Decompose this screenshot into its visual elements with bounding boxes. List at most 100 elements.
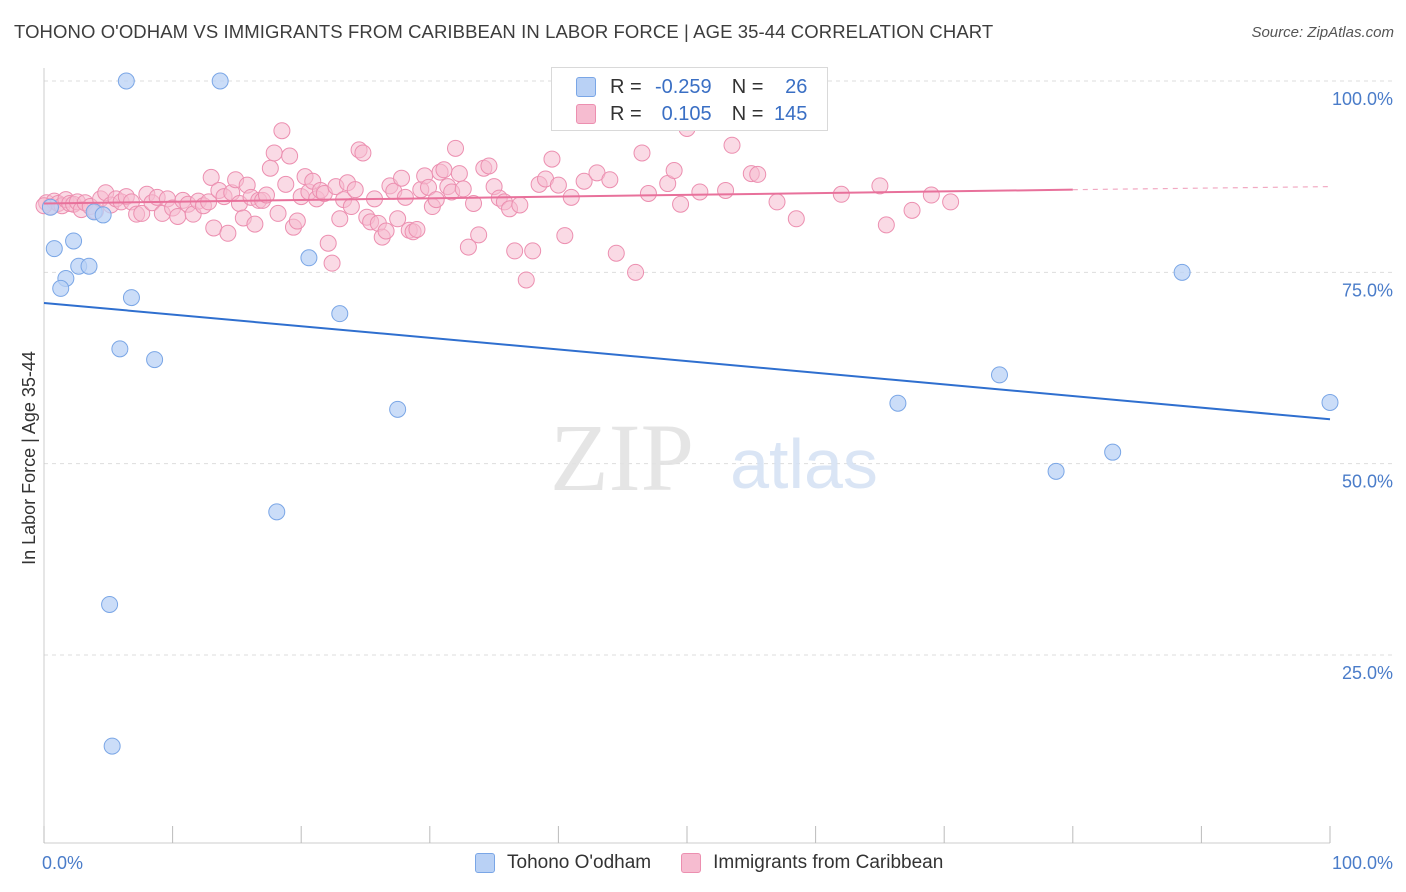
legend-swatch-caribbean (576, 104, 596, 124)
trend-line-caribbean (43, 188, 1073, 205)
y-axis-title: In Labor Force | Age 35-44 (19, 351, 39, 565)
data-point-caribbean (749, 165, 767, 183)
data-point-caribbean (219, 224, 237, 242)
data-point-caribbean (288, 212, 306, 230)
legend-label-tohono: Tohono O'odham (507, 852, 652, 873)
data-point-caribbean (549, 176, 567, 194)
data-point-caribbean (543, 150, 561, 168)
data-point-tohono (101, 595, 119, 613)
data-point-caribbean (922, 186, 940, 204)
watermark-atlas: atlas (730, 425, 878, 503)
data-point-caribbean (768, 193, 786, 211)
data-point-caribbean (261, 159, 279, 177)
data-point-caribbean (633, 144, 651, 162)
data-point-caribbean (331, 210, 349, 228)
data-point-tohono (389, 400, 407, 418)
data-point-caribbean (459, 238, 477, 256)
axis-labels: 25.0% 50.0% 75.0% 100.0% 0.0% 100.0% In Labor … (19, 89, 1393, 873)
data-point-caribbean (524, 242, 542, 260)
data-point-caribbean (903, 201, 921, 219)
data-point-caribbean (607, 244, 625, 262)
legend-label-caribbean: Immigrants from Caribbean (713, 852, 944, 873)
data-point-caribbean (257, 186, 275, 204)
series-legend: Tohono O'odham Immigrants from Caribbean (475, 852, 973, 874)
data-point-caribbean (202, 168, 220, 186)
data-point-caribbean (133, 204, 151, 222)
legend-row-tohono: R = -0.259 N = 26 (576, 75, 807, 99)
data-point-caribbean (408, 220, 426, 238)
legend-r-label: R = (610, 102, 642, 125)
data-point-tohono (1321, 393, 1339, 411)
watermark-zip: ZIP (550, 404, 694, 511)
correlation-legend: R = -0.259 N = 26 R = 0.105 N = 145 (551, 67, 828, 131)
x-tick-label-min: 0.0% (42, 853, 83, 873)
data-point-caribbean (354, 144, 372, 162)
legend-item-tohono[interactable]: Tohono O'odham (475, 852, 651, 874)
data-point-caribbean (346, 181, 364, 199)
data-point-tohono (990, 366, 1008, 384)
legend-swatch-caribbean (681, 853, 702, 873)
data-point-caribbean (273, 122, 291, 140)
data-point-caribbean (627, 263, 645, 281)
grid-lines (44, 80, 1394, 656)
data-point-caribbean (877, 216, 895, 234)
data-point-caribbean (205, 219, 223, 237)
data-point-caribbean (342, 198, 360, 216)
watermark: ZIP atlas (550, 404, 878, 511)
series-tohono-points (41, 72, 1339, 755)
data-point-caribbean (450, 165, 468, 183)
legend-row-caribbean: R = 0.105 N = 145 (576, 102, 807, 126)
data-point-tohono (94, 206, 112, 224)
data-point-tohono (45, 240, 63, 258)
data-point-caribbean (672, 195, 690, 213)
data-point-caribbean (511, 196, 529, 214)
data-point-tohono (117, 72, 135, 90)
legend-n-label: N = (731, 102, 764, 125)
data-point-caribbean (427, 191, 445, 209)
data-point-tohono (331, 305, 349, 323)
chart-title: TOHONO O'ODHAM VS IMMIGRANTS FROM CARIBB… (14, 21, 994, 42)
data-point-caribbean (389, 210, 407, 228)
data-point-caribbean (277, 175, 295, 193)
data-point-caribbean (323, 254, 341, 272)
legend-n-value: 145 (774, 102, 808, 125)
data-point-caribbean (470, 226, 488, 244)
legend-swatch-tohono (475, 853, 495, 873)
data-point-caribbean (506, 242, 524, 260)
y-tick-label: 25.0% (1342, 663, 1393, 683)
legend-swatch-tohono (576, 77, 596, 97)
data-point-tohono (111, 340, 129, 358)
legend-n-label: N = (731, 75, 764, 98)
data-point-caribbean (575, 172, 593, 190)
data-point-tohono (300, 249, 318, 267)
data-point-caribbean (265, 144, 283, 162)
data-point-caribbean (377, 222, 395, 240)
data-point-tohono (41, 198, 59, 216)
data-point-caribbean (691, 183, 709, 201)
legend-item-caribbean[interactable]: Immigrants from Caribbean (681, 852, 943, 874)
data-point-tohono (103, 737, 121, 755)
source-credit: Source: ZipAtlas.com (1251, 24, 1394, 41)
data-point-tohono (80, 257, 98, 275)
data-point-caribbean (396, 188, 414, 206)
y-tick-label: 100.0% (1332, 89, 1393, 109)
data-point-caribbean (717, 181, 735, 199)
data-point-caribbean (832, 185, 850, 203)
data-point-caribbean (942, 193, 960, 211)
data-point-caribbean (454, 180, 472, 198)
data-point-tohono (268, 503, 286, 521)
data-point-caribbean (420, 178, 438, 196)
data-point-tohono (1047, 462, 1065, 480)
data-point-tohono (889, 394, 907, 412)
data-point-tohono (52, 279, 70, 297)
data-point-caribbean (723, 136, 741, 154)
legend-r-value: -0.259 (654, 75, 712, 98)
data-point-caribbean (319, 234, 337, 252)
legend-n-value: 26 (785, 75, 808, 98)
trend-line-tohono (43, 301, 1331, 421)
y-tick-label: 75.0% (1342, 280, 1393, 300)
data-point-caribbean (393, 169, 411, 187)
data-point-caribbean (601, 171, 619, 189)
data-point-tohono (1104, 443, 1122, 461)
